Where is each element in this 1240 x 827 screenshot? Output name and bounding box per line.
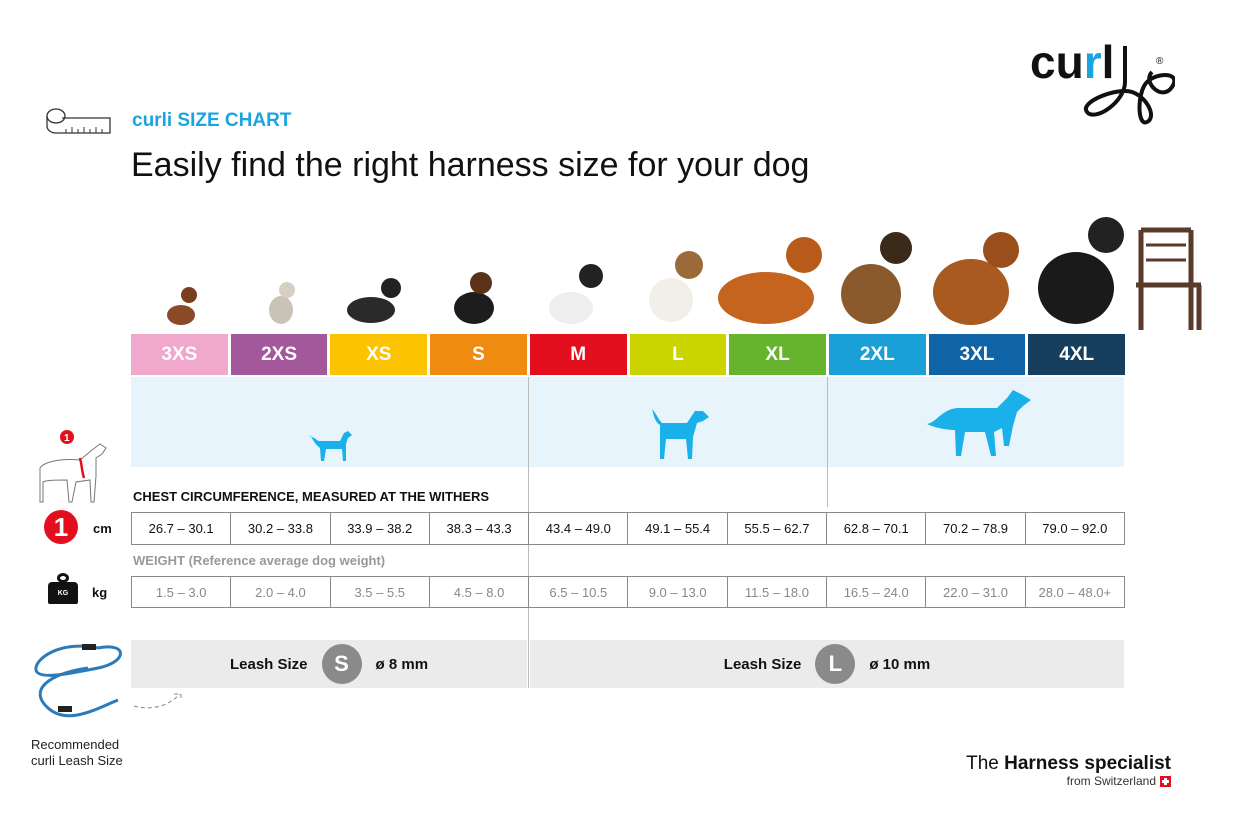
- chest-cell: 33.9 – 38.2: [331, 513, 430, 544]
- small-dog-silhouette-icon: [310, 431, 352, 461]
- dog-photo-3xl: [933, 232, 1019, 325]
- dog-photo-2xs: [269, 282, 295, 324]
- size-2xs: 2XS: [230, 334, 328, 375]
- leash-icon: [34, 644, 122, 718]
- dog-photo-xs: [347, 278, 401, 323]
- svg-text:curl: curl: [1030, 36, 1114, 88]
- leash-diameter-small: ø 8 mm: [375, 655, 429, 673]
- measuring-dog-icon: 1: [39, 430, 107, 503]
- tape-measure-icon: [46, 108, 111, 134]
- leash-size-small: Leash Size S ø 8 mm: [131, 640, 527, 688]
- size-4xl: 4XL: [1028, 334, 1126, 375]
- leash-caption-line1: Recommended: [31, 737, 120, 752]
- dashed-arrow-icon: [133, 693, 182, 709]
- dog-photo-m: [549, 264, 603, 324]
- weight-unit: kg: [92, 585, 108, 600]
- size-m: M: [529, 334, 627, 375]
- size-2xl: 2XL: [828, 334, 926, 375]
- kicker: curli SIZE CHART: [132, 110, 292, 131]
- dog-photo-2xl: [841, 232, 912, 324]
- svg-text:®: ®: [1156, 56, 1164, 67]
- weight-cell: 28.0 – 48.0+: [1038, 584, 1112, 600]
- size-xs: XS: [330, 334, 428, 375]
- medium-dog-silhouette-icon: [652, 409, 709, 459]
- weight-cell: 2.0 – 4.0: [231, 577, 331, 607]
- dog-photos-row: [167, 217, 1202, 330]
- chest-cell: 38.3 – 43.3: [430, 513, 530, 544]
- tagline-sub-text: from Switzerland: [1066, 774, 1156, 788]
- chest-badge-icon: 1: [44, 510, 78, 544]
- swiss-flag-icon: [1160, 775, 1171, 787]
- chest-row: 26.7 – 30.1 30.2 – 33.8 33.9 – 38.2 38.3…: [131, 512, 1125, 545]
- chest-cell: 79.0 – 92.0: [1042, 521, 1108, 536]
- weight-icon: KG: [48, 573, 78, 605]
- page-title: Easily find the right harness size for y…: [131, 146, 810, 184]
- chest-cell: 62.8 – 70.1: [827, 513, 927, 544]
- chest-header: CHEST CIRCUMFERENCE, MEASURED AT THE WIT…: [133, 489, 490, 504]
- chest-cell: 30.2 – 33.8: [231, 513, 331, 544]
- svg-text:1: 1: [64, 433, 70, 444]
- size-3xs: 3XS: [131, 334, 228, 375]
- tagline: The Harness specialist: [966, 753, 1171, 775]
- tagline-the: The: [966, 753, 999, 774]
- size-header-row: 3XS 2XS XS S M L XL 2XL 3XL 4XL: [131, 334, 1126, 375]
- leash-size-large: Leash Size L ø 10 mm: [530, 640, 1124, 688]
- leash-caption: Recommended curli Leash Size: [31, 737, 123, 769]
- chest-cell: 49.1 – 55.4: [628, 513, 728, 544]
- tagline-sub: from Switzerland: [1067, 774, 1171, 788]
- chest-cell: 55.5 – 62.7: [728, 513, 828, 544]
- dog-photo-3xs: [167, 287, 197, 325]
- size-3xl: 3XL: [928, 334, 1026, 375]
- size-s: S: [430, 334, 527, 375]
- dog-photo-s: [454, 272, 494, 324]
- weight-cell: 22.0 – 31.0: [926, 577, 1026, 607]
- large-dog-silhouette-icon: [927, 390, 1031, 456]
- chest-cell: 70.2 – 78.9: [926, 513, 1026, 544]
- size-xl: XL: [729, 334, 826, 375]
- weight-row: 1.5 – 3.0 2.0 – 4.0 3.5 – 5.5 4.5 – 8.0 …: [131, 576, 1125, 608]
- chair-photo: [1136, 227, 1202, 330]
- weight-cell: 9.0 – 13.0: [628, 577, 728, 607]
- leash-size-l-badge: L: [815, 644, 856, 684]
- chest-unit: cm: [93, 521, 112, 536]
- leash-label-large: Leash Size: [723, 655, 802, 673]
- leash-diameter-large: ø 10 mm: [869, 655, 931, 673]
- dog-photo-xl: [718, 237, 822, 324]
- weight-cell: 1.5 – 3.0: [132, 577, 232, 607]
- weight-cell: 16.5 – 24.0: [827, 577, 927, 607]
- leash-caption-line2: curli Leash Size: [31, 753, 123, 768]
- divider-medium-large: [827, 377, 828, 507]
- weight-cell: 3.5 – 5.5: [331, 577, 430, 607]
- curli-logo: curl ®: [1030, 34, 1177, 134]
- dog-photo-l: [649, 251, 703, 322]
- dog-photo-4xl: [1038, 217, 1124, 324]
- leash-size-s-badge: S: [321, 644, 362, 684]
- leash-label-small: Leash Size: [229, 655, 308, 673]
- weight-header: WEIGHT (Reference average dog weight): [133, 553, 386, 568]
- size-l: L: [629, 334, 727, 375]
- tagline-bold: Harness specialist: [1004, 753, 1171, 774]
- weight-cell: 11.5 – 18.0: [728, 577, 828, 607]
- weight-cell: 6.5 – 10.5: [529, 577, 629, 607]
- weight-cell: 4.5 – 8.0: [430, 577, 530, 607]
- chest-cell: 43.4 – 49.0: [529, 513, 629, 544]
- chest-cell: 26.7 – 30.1: [132, 513, 232, 544]
